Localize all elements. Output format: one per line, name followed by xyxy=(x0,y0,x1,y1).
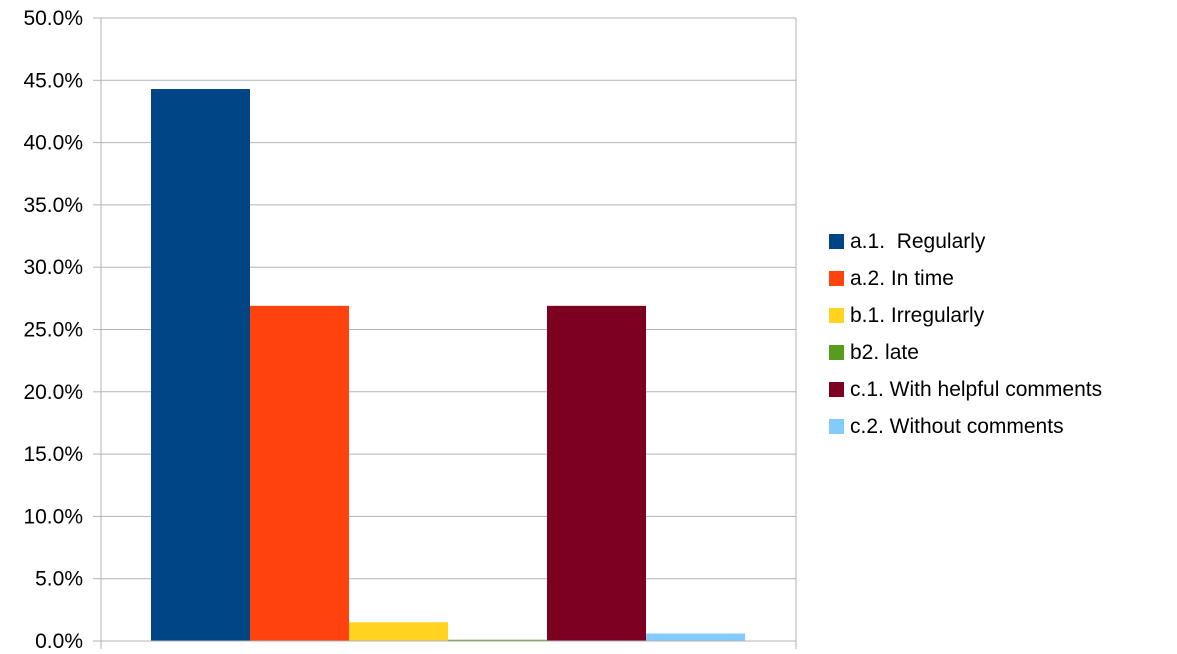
y-tick-label: 35.0% xyxy=(23,194,83,217)
legend-label: b2. late xyxy=(850,340,919,364)
legend-label: c.1. With helpful comments xyxy=(850,377,1103,401)
bar-3 xyxy=(349,622,448,641)
y-tick-label: 5.0% xyxy=(35,568,83,591)
legend-swatch xyxy=(829,271,844,286)
y-tick-label: 25.0% xyxy=(23,319,83,342)
y-tick-label: 15.0% xyxy=(23,443,83,466)
axes xyxy=(100,18,797,649)
bar-4 xyxy=(448,639,547,641)
legend: a.1. Regularly a.2. In time b.1. Irregular… xyxy=(829,223,1102,445)
y-tick-label: 45.0% xyxy=(23,69,83,92)
legend-swatch xyxy=(829,382,844,397)
bar-5 xyxy=(547,305,646,641)
legend-item: c.1. With helpful comments xyxy=(829,371,1102,408)
legend-swatch xyxy=(829,345,844,360)
legend-label: a.2. In time xyxy=(850,266,954,290)
legend-item: c.2. Without comments xyxy=(829,408,1102,445)
legend-swatch xyxy=(829,419,844,434)
bar-1 xyxy=(151,89,250,642)
legend-item: b2. late xyxy=(829,334,1102,371)
y-tick-label: 20.0% xyxy=(23,381,83,404)
bar-2 xyxy=(250,305,349,641)
y-tick-label: 10.0% xyxy=(23,505,83,528)
legend-item: b.1. Irregularly xyxy=(829,297,1102,334)
y-axis-ticks: 0.0% 5.0% 10.0% 15.0% 20.0% 25.0% 30.0% 35.0% 40… xyxy=(23,7,101,653)
bar-6 xyxy=(646,633,745,641)
legend-item: a.1. Regularly xyxy=(829,223,1102,260)
y-tick-label: 50.0% xyxy=(23,7,83,30)
y-tick-label: 40.0% xyxy=(23,132,83,155)
legend-swatch xyxy=(829,308,844,323)
legend-label: b.1. Irregularly xyxy=(850,303,985,327)
legend-swatch xyxy=(829,234,844,249)
legend-item: a.2. In time xyxy=(829,260,1102,297)
y-tick-label: 30.0% xyxy=(23,256,83,279)
legend-label: c.2. Without comments xyxy=(850,414,1064,438)
y-tick-label: 0.0% xyxy=(35,630,83,653)
legend-label: a.1. Regularly xyxy=(850,229,986,253)
bars xyxy=(151,89,745,642)
